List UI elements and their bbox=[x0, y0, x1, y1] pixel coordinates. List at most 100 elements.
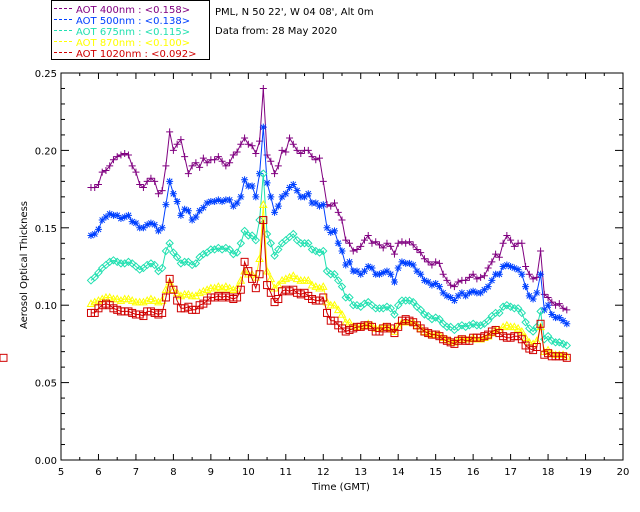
data-point bbox=[248, 182, 256, 190]
data-point bbox=[405, 238, 413, 246]
data-point bbox=[465, 289, 473, 297]
data-point bbox=[307, 280, 317, 289]
data-point bbox=[247, 231, 257, 240]
data-point bbox=[528, 327, 538, 336]
data-point bbox=[258, 200, 268, 208]
data-point bbox=[196, 163, 204, 171]
info-location: PML, N 50 22', W 04 08', Alt 0m bbox=[215, 7, 374, 18]
data-point bbox=[447, 293, 455, 301]
data-point bbox=[312, 199, 320, 207]
data-point bbox=[274, 162, 282, 170]
data-point bbox=[244, 140, 252, 148]
data-point bbox=[375, 304, 384, 313]
data-point bbox=[304, 190, 312, 198]
data-point bbox=[477, 289, 485, 297]
data-point bbox=[353, 267, 361, 275]
data-point bbox=[337, 309, 347, 318]
data-point bbox=[157, 263, 167, 273]
data-point bbox=[488, 276, 496, 284]
data-point bbox=[105, 257, 114, 267]
data-point bbox=[472, 321, 482, 330]
data-point bbox=[289, 180, 297, 188]
data-point bbox=[435, 283, 443, 291]
data-point bbox=[139, 184, 147, 192]
data-point bbox=[447, 281, 455, 289]
data-point bbox=[323, 308, 332, 317]
data-point bbox=[420, 276, 428, 284]
data-point bbox=[559, 317, 567, 325]
legend-entry: AOT 870nm : <0.100> bbox=[54, 35, 207, 49]
legend-entry: AOT 675nm : <0.115> bbox=[54, 24, 207, 38]
data-point bbox=[229, 151, 237, 159]
data-point bbox=[465, 321, 474, 330]
data-point bbox=[210, 283, 219, 292]
data-point bbox=[237, 140, 245, 148]
data-point bbox=[128, 162, 136, 170]
data-point bbox=[150, 260, 159, 270]
data-point bbox=[281, 274, 291, 283]
data-point bbox=[263, 179, 271, 187]
data-point bbox=[484, 264, 492, 272]
data-point bbox=[87, 232, 95, 240]
data-point bbox=[529, 275, 537, 283]
data-point bbox=[488, 258, 496, 266]
data-point bbox=[102, 213, 110, 221]
data-point bbox=[555, 314, 563, 322]
data-point bbox=[195, 288, 204, 297]
data-point bbox=[522, 263, 530, 270]
data-point bbox=[270, 251, 279, 260]
data-point bbox=[330, 270, 339, 279]
data-point bbox=[262, 266, 272, 275]
data-point bbox=[394, 239, 402, 247]
data-point bbox=[296, 239, 305, 248]
data-point bbox=[226, 159, 234, 167]
data-point bbox=[187, 260, 197, 270]
data-point bbox=[188, 162, 196, 170]
data-point bbox=[529, 295, 537, 303]
data-point bbox=[387, 270, 395, 278]
data-point bbox=[229, 202, 237, 210]
data-point bbox=[135, 265, 144, 274]
data-point bbox=[417, 270, 425, 278]
data-point bbox=[390, 310, 399, 319]
data-point bbox=[241, 134, 249, 142]
data-point bbox=[503, 261, 511, 269]
data-point bbox=[536, 307, 545, 316]
data-point bbox=[432, 280, 440, 288]
data-point bbox=[495, 270, 503, 278]
data-point bbox=[502, 320, 512, 329]
data-point bbox=[251, 284, 260, 293]
data-point bbox=[169, 248, 178, 257]
data-point bbox=[338, 216, 346, 224]
legend-swatch bbox=[54, 41, 72, 42]
data-point bbox=[428, 261, 436, 269]
data-point bbox=[165, 277, 175, 286]
data-point bbox=[143, 177, 151, 185]
data-point bbox=[304, 239, 313, 248]
data-point bbox=[116, 259, 126, 268]
data-point bbox=[439, 270, 447, 278]
data-point bbox=[408, 297, 418, 307]
data-point bbox=[544, 293, 552, 301]
data-point bbox=[147, 219, 155, 227]
data-point bbox=[136, 180, 144, 188]
data-point bbox=[513, 304, 523, 313]
data-point bbox=[199, 249, 208, 259]
data-point bbox=[117, 215, 125, 223]
data-point bbox=[196, 207, 204, 215]
data-point bbox=[184, 289, 193, 298]
legend-label: AOT 1020nm : <0.092> bbox=[76, 49, 197, 60]
data-point bbox=[402, 239, 410, 247]
series-line bbox=[91, 220, 567, 359]
data-point bbox=[386, 304, 395, 313]
data-point bbox=[229, 249, 238, 259]
data-point bbox=[173, 197, 181, 205]
data-point bbox=[214, 153, 222, 161]
data-point bbox=[499, 239, 507, 247]
data-point bbox=[357, 270, 365, 278]
data-point bbox=[252, 193, 260, 201]
data-point bbox=[158, 187, 166, 195]
data-point bbox=[173, 296, 182, 305]
data-point bbox=[154, 190, 162, 198]
data-point bbox=[492, 270, 500, 278]
